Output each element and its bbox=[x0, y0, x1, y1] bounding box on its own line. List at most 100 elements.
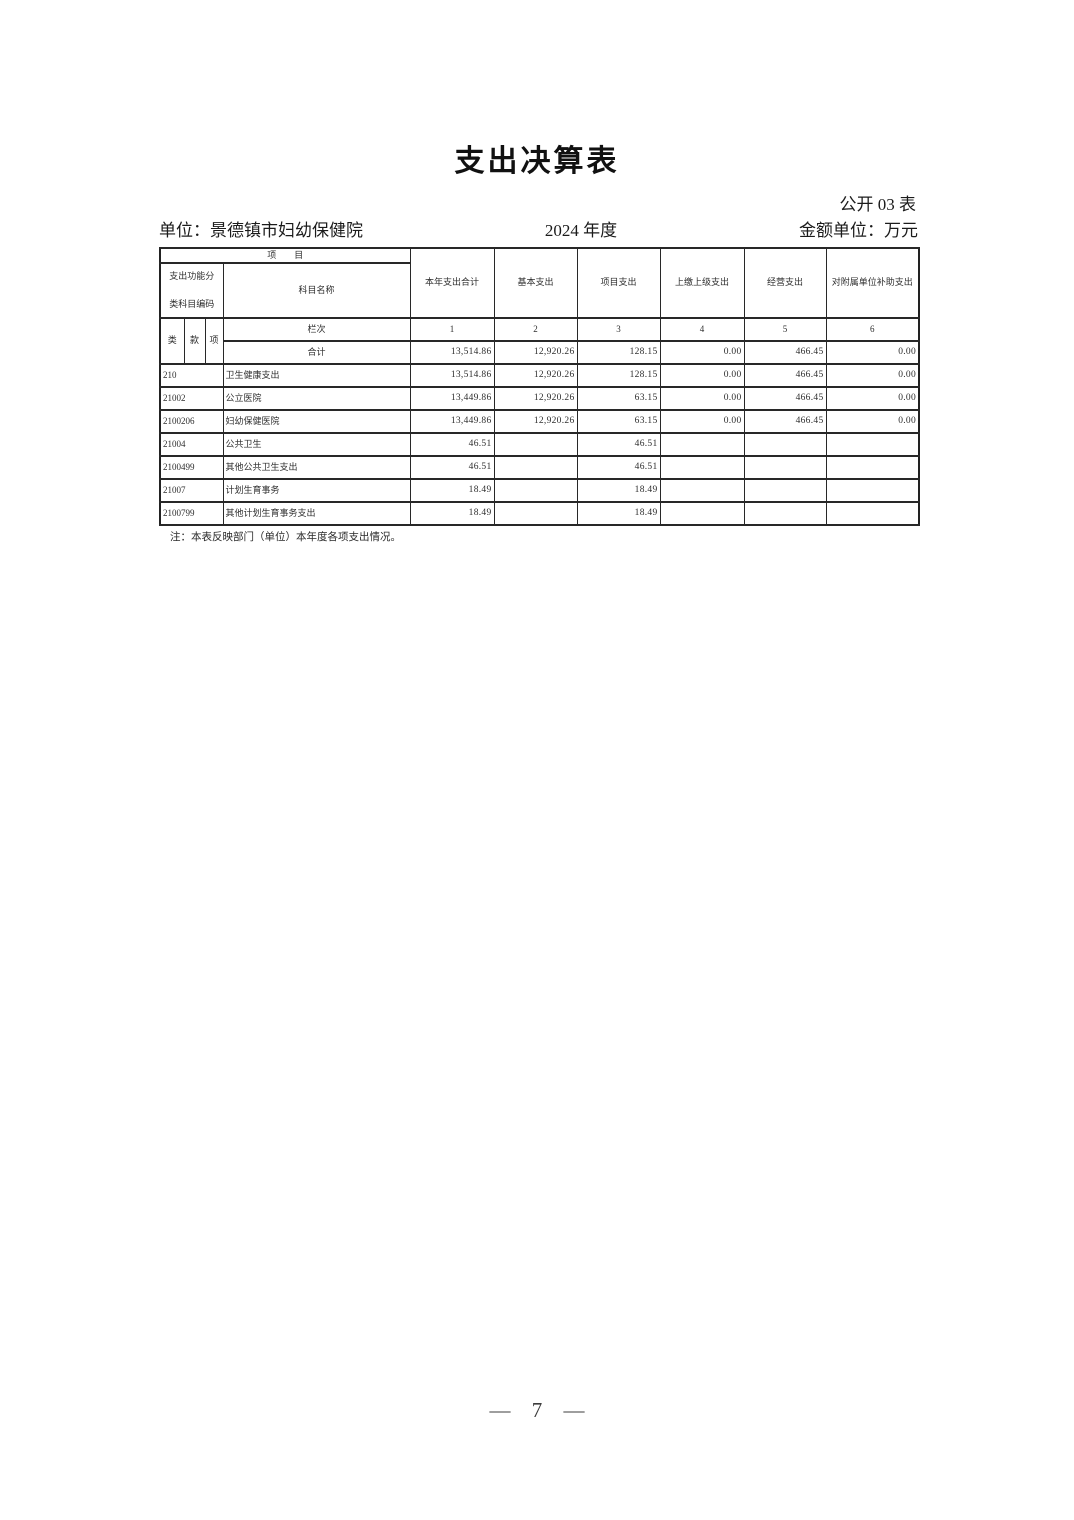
row-subject-name: 公共卫生 bbox=[222, 432, 411, 457]
page-number: — 7 — bbox=[489, 1398, 585, 1422]
row-code: 2100799 bbox=[159, 501, 224, 526]
row-value bbox=[825, 501, 920, 526]
col-header-project-exp: 项目支出 bbox=[576, 247, 661, 319]
table-row: 2100206 妇幼保健医院 13,449.86 12,920.26 63.15… bbox=[159, 409, 920, 434]
row-subject-name: 公立医院 bbox=[222, 386, 411, 411]
col-header-operating: 经营支出 bbox=[743, 247, 827, 319]
row-code: 2100499 bbox=[159, 455, 224, 480]
row-value: 13,449.86 bbox=[409, 409, 495, 434]
row-value: 63.15 bbox=[576, 386, 661, 411]
row-value bbox=[493, 432, 578, 457]
row-value bbox=[659, 455, 745, 480]
row-value bbox=[743, 432, 827, 457]
table-row: 21007 计划生育事务 18.49 18.49 bbox=[159, 478, 920, 503]
row-value: 13,514.86 bbox=[409, 363, 495, 388]
row-value bbox=[493, 501, 578, 526]
rank-label-cell: 栏次 bbox=[222, 317, 411, 342]
row-value bbox=[659, 501, 745, 526]
table-row: 21004 公共卫生 46.51 46.51 bbox=[159, 432, 920, 457]
row-value bbox=[825, 455, 920, 480]
row-code: 21004 bbox=[159, 432, 224, 457]
code-part-class: 类 bbox=[159, 317, 185, 365]
row-value bbox=[659, 432, 745, 457]
row-code: 210 bbox=[159, 363, 224, 388]
table-row: 210 卫生健康支出 13,514.86 12,920.26 128.15 0.… bbox=[159, 363, 920, 388]
header-row-project: 项 目 本年支出合计 基本支出 项目支出 上缴上级支出 经营支出 对附属单位补助… bbox=[159, 247, 920, 319]
header-row-main: 支出功能分 类科目编码 科目名称 bbox=[159, 262, 919, 319]
row-value: 128.15 bbox=[576, 363, 661, 388]
project-header-cell: 项 目 bbox=[159, 247, 411, 264]
row-value: 0.00 bbox=[825, 386, 920, 411]
total-value: 12,920.26 bbox=[493, 340, 578, 365]
row-value: 0.00 bbox=[659, 409, 745, 434]
function-code-label-line2: 类科目编码 bbox=[169, 299, 215, 309]
row-value: 18.49 bbox=[576, 478, 661, 503]
code-part-section: 款 bbox=[183, 317, 206, 365]
total-row-label: 合计 bbox=[222, 340, 411, 365]
row-value: 466.45 bbox=[743, 363, 827, 388]
row-value: 12,920.26 bbox=[493, 386, 578, 411]
row-code: 21002 bbox=[159, 386, 224, 411]
rank-number: 3 bbox=[576, 317, 661, 342]
col-header-total: 本年支出合计 bbox=[409, 247, 495, 319]
col-header-upturn: 上缴上级支出 bbox=[659, 247, 745, 319]
row-value: 46.51 bbox=[409, 432, 495, 457]
row-value: 12,920.26 bbox=[493, 363, 578, 388]
report-info-line: 单位：景德镇市妇幼保健院 2024 年度 金额单位：万元 bbox=[159, 216, 918, 241]
row-code: 21007 bbox=[159, 478, 224, 503]
rank-number: 2 bbox=[493, 317, 578, 342]
row-subject-name: 卫生健康支出 bbox=[222, 363, 411, 388]
row-value: 0.00 bbox=[659, 363, 745, 388]
function-code-header-cell: 支出功能分 类科目编码 bbox=[159, 262, 224, 319]
row-value bbox=[825, 432, 920, 457]
rank-number: 4 bbox=[659, 317, 745, 342]
row-value bbox=[659, 478, 745, 503]
row-value: 13,449.86 bbox=[409, 386, 495, 411]
header-row-rank: 类 款 项 栏次 1 2 3 4 5 6 bbox=[159, 317, 920, 365]
row-value: 46.51 bbox=[576, 432, 661, 457]
total-row: 合计 13,514.86 12,920.26 128.15 0.00 466.4… bbox=[160, 340, 920, 365]
row-value bbox=[743, 455, 827, 480]
row-value bbox=[743, 478, 827, 503]
amount-unit: 金额单位：万元 bbox=[799, 221, 918, 240]
row-value: 466.45 bbox=[743, 386, 827, 411]
row-value bbox=[743, 501, 827, 526]
col-header-basic: 基本支出 bbox=[493, 247, 578, 319]
rank-number: 1 bbox=[409, 317, 495, 342]
function-code-label-line1: 支出功能分 bbox=[169, 271, 215, 281]
fiscal-year: 2024 年度 bbox=[544, 221, 618, 240]
row-subject-name: 其他公共卫生支出 bbox=[222, 455, 411, 480]
row-value: 46.51 bbox=[576, 455, 661, 480]
unit-name: 单位：景德镇市妇幼保健院 bbox=[159, 221, 363, 240]
expenditure-table: 项 目 本年支出合计 基本支出 项目支出 上缴上级支出 经营支出 对附属单位补助… bbox=[159, 247, 921, 526]
row-code: 2100206 bbox=[159, 409, 224, 434]
row-value: 46.51 bbox=[409, 455, 495, 480]
public-table-label: 公开 03 表 bbox=[839, 195, 917, 214]
row-value: 18.49 bbox=[409, 501, 495, 526]
row-value: 63.15 bbox=[576, 409, 661, 434]
row-value bbox=[493, 478, 578, 503]
row-value: 0.00 bbox=[659, 386, 745, 411]
spacer bbox=[163, 281, 221, 300]
total-value: 0.00 bbox=[825, 340, 920, 365]
total-value: 128.15 bbox=[576, 340, 661, 365]
row-value bbox=[493, 455, 578, 480]
row-value: 466.45 bbox=[743, 409, 827, 434]
expenditure-table-container: 项 目 本年支出合计 基本支出 项目支出 上缴上级支出 经营支出 对附属单位补助… bbox=[159, 247, 921, 526]
total-value: 0.00 bbox=[659, 340, 745, 365]
table-row: 2100499 其他公共卫生支出 46.51 46.51 bbox=[159, 455, 920, 480]
row-subject-name: 其他计划生育事务支出 bbox=[222, 501, 411, 526]
row-subject-name: 妇幼保健医院 bbox=[222, 409, 411, 434]
rank-number: 6 bbox=[825, 317, 920, 342]
row-subject-name: 计划生育事务 bbox=[222, 478, 411, 503]
total-value: 466.45 bbox=[743, 340, 827, 365]
row-value: 0.00 bbox=[825, 409, 920, 434]
row-value: 18.49 bbox=[409, 478, 495, 503]
table-footnote: 注：本表反映部门（单位）本年度各项支出情况。 bbox=[170, 532, 401, 543]
subject-name-header-cell: 科目名称 bbox=[222, 262, 411, 319]
table-row: 21002 公立医院 13,449.86 12,920.26 63.15 0.0… bbox=[159, 386, 920, 411]
rank-number: 5 bbox=[743, 317, 827, 342]
table-row: 2100799 其他计划生育事务支出 18.49 18.49 bbox=[159, 501, 920, 526]
row-value: 18.49 bbox=[576, 501, 661, 526]
